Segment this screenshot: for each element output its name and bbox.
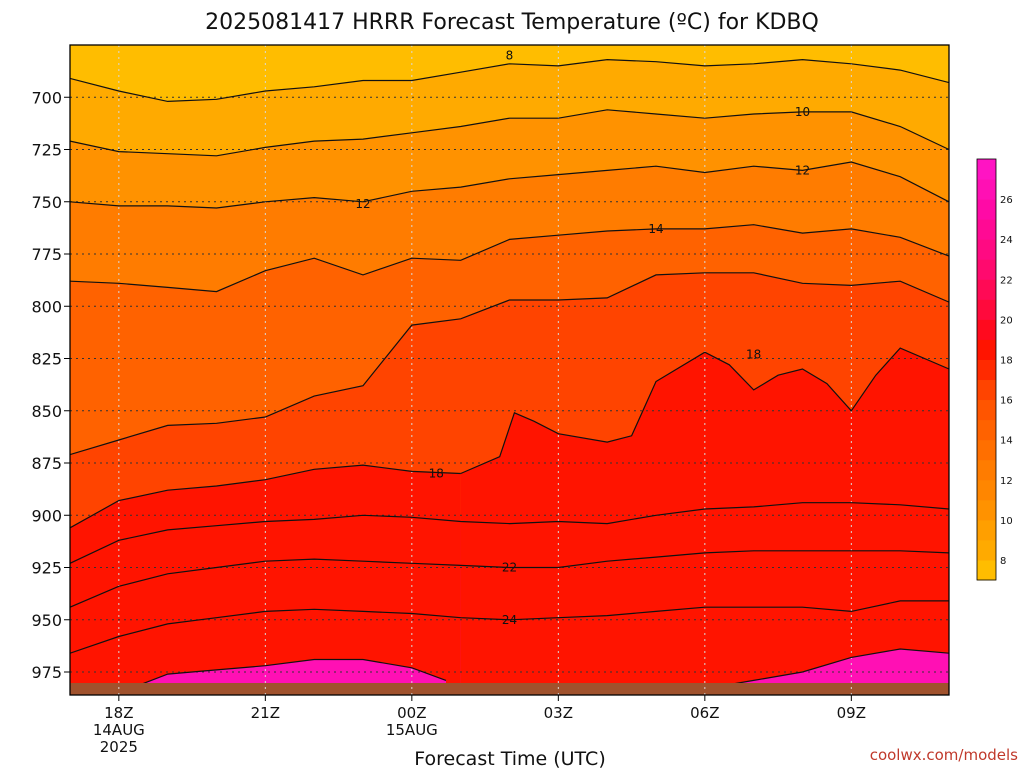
colorbar-swatch-11 [977, 479, 996, 501]
colorbar-swatch-20 [977, 299, 996, 320]
contour-label-24-10: 24 [502, 613, 517, 627]
contour-label-10-1: 10 [795, 105, 810, 119]
colorbar-label-22: 22 [1000, 275, 1013, 286]
ground-bar [70, 683, 949, 695]
contour-8-0 [70, 58, 949, 103]
band-patch-26-11 [144, 659, 446, 683]
credit-text: coolwx.com/models [870, 746, 1018, 764]
contour-label-22-9: 22 [502, 561, 517, 575]
colorbar-label-20: 20 [1000, 315, 1013, 326]
colorbar-swatch-16 [977, 379, 996, 401]
y-tick-label-875: 875 [31, 454, 62, 473]
x-tick-label-9-0: 03Z [544, 704, 573, 722]
colorbar-swatch-9 [977, 519, 996, 541]
colorbar-swatch-17 [977, 359, 996, 381]
x-tick-label-6-1: 15AUG [386, 721, 438, 739]
contour-22-9 [70, 550, 949, 608]
colorbar-swatch-15 [977, 399, 996, 421]
y-tick-label-750: 750 [31, 193, 62, 212]
colorbar-frame [976, 158, 997, 581]
contour-18-7 [70, 464, 461, 529]
plot-frame [69, 44, 950, 696]
x-tick-label-0-1: 14AUG [93, 721, 145, 739]
colorbar-swatch-8 [977, 539, 996, 561]
contour-label-8-0: 8 [506, 48, 514, 62]
contour-18-6 [460, 347, 949, 475]
x-tick-label-12-0: 06Z [690, 704, 719, 722]
x-tick-label-6-0: 00Z [397, 704, 426, 722]
contour-24-10 [70, 600, 949, 654]
colorbar-swatch-24 [977, 219, 996, 240]
colorbar-swatch-21 [977, 279, 996, 300]
colorbar-swatch-12 [977, 459, 996, 481]
contour-26-12 [734, 648, 949, 683]
x-tick-label-0-0: 18Z [104, 704, 133, 722]
temperature-fill-layer [70, 45, 949, 683]
y-tick-label-800: 800 [31, 297, 62, 316]
x-tick-label-3-0: 21Z [251, 704, 280, 722]
colorbar-swatch-25 [977, 199, 996, 220]
contour-label-12-2: 12 [795, 163, 810, 177]
contour-10-1 [70, 109, 949, 157]
contour-label-18-6: 18 [746, 347, 761, 361]
colorbar-swatch-7 [977, 559, 996, 581]
y-tick-label-825: 825 [31, 350, 62, 369]
y-tick-label-725: 725 [31, 141, 62, 160]
colorbar-label-18: 18 [1000, 355, 1013, 366]
colorbar-label-26: 26 [1000, 195, 1013, 206]
colorbar-swatch-22 [977, 259, 996, 280]
y-tick-label-925: 925 [31, 559, 62, 578]
colorbar-swatch-14 [977, 419, 996, 441]
y-tick-label-700: 700 [31, 88, 62, 107]
colorbar-swatch-19 [977, 319, 996, 340]
colorbar-label-12: 12 [1000, 476, 1013, 487]
contour-12-2 [70, 161, 949, 209]
colorbar-label-24: 24 [1000, 235, 1013, 246]
y-tick-label-900: 900 [31, 506, 62, 525]
x-tick-label-15-0: 09Z [837, 704, 866, 722]
y-tick-label-950: 950 [31, 611, 62, 630]
y-axis: 700 725 750 775 800 825 850 875 900 925 950 975 [31, 88, 70, 682]
colorbar-swatch-18 [977, 339, 996, 360]
contour-26-11 [142, 658, 447, 683]
colorbar-swatch-10 [977, 499, 996, 521]
colorbar-label-8: 8 [1000, 556, 1006, 567]
colorbar-label-10: 10 [1000, 516, 1013, 527]
contour-lines [70, 58, 949, 683]
colorbar-swatch-26 [977, 179, 996, 200]
contour-20-8 [70, 502, 949, 564]
contour-label-14-4: 14 [648, 222, 663, 236]
contour-label-12-3: 12 [355, 197, 370, 211]
colorbar-swatch-23 [977, 239, 996, 260]
colorbar-label-16: 16 [1000, 396, 1013, 407]
y-tick-label-975: 975 [31, 663, 62, 682]
contour-14-4 [70, 224, 949, 293]
contour-labels: 8 10 12 12 14 18 18 22 24 [355, 48, 810, 626]
colorbar: 8 10 12 14 16 18 20 22 24 26 [976, 158, 1013, 581]
chart-title: 2025081417 HRRR Forecast Temperature (ºC… [205, 10, 819, 35]
y-tick-label-850: 850 [31, 402, 62, 421]
band-patch-18-6 [460, 348, 949, 683]
x-axis-label: Forecast Time (UTC) [414, 748, 605, 768]
x-tick-label-0-2: 2025 [100, 738, 138, 756]
y-tick-label-775: 775 [31, 245, 62, 264]
colorbar-swatch-27 [977, 159, 996, 180]
colorbar-label-14: 14 [1000, 436, 1013, 447]
colorbar-swatch-13 [977, 439, 996, 461]
contour-label-18-7: 18 [429, 466, 444, 480]
contour-16-5 [70, 272, 949, 456]
